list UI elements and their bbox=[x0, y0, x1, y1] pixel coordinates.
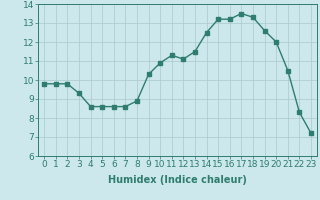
X-axis label: Humidex (Indice chaleur): Humidex (Indice chaleur) bbox=[108, 175, 247, 185]
